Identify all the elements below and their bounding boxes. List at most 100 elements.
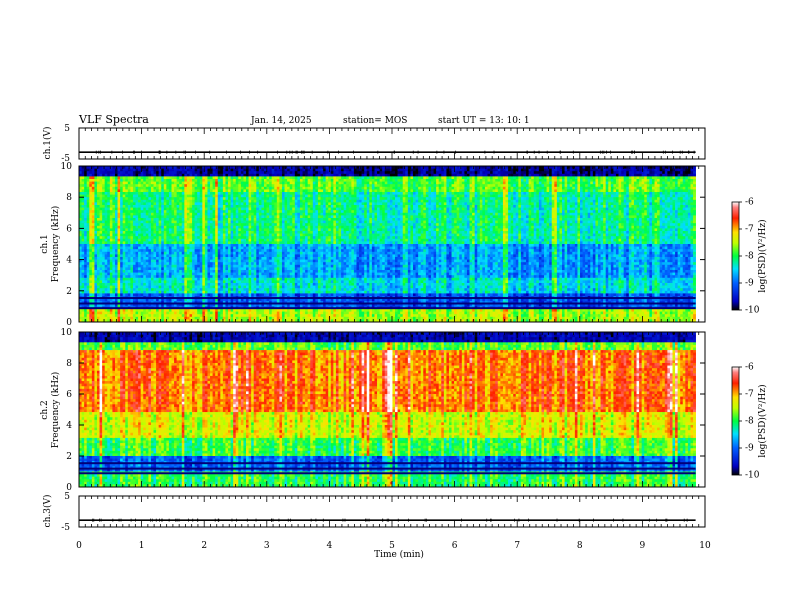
spectrogram-cell [665, 192, 668, 195]
spectrogram-cell [136, 174, 139, 177]
spectrogram-cell [133, 218, 136, 221]
spectrogram-cell [428, 176, 431, 179]
spectrogram-cell [141, 197, 144, 200]
spectrogram-cell [490, 195, 493, 198]
spectrogram-cell [631, 205, 634, 208]
spectrogram-cell [164, 197, 167, 200]
spectrogram-cell [549, 210, 552, 213]
spectrogram-cell [662, 200, 665, 203]
spectrogram-cell [418, 184, 421, 187]
spectrogram-cell [598, 171, 601, 174]
spectrogram-cell [567, 205, 570, 208]
spectrogram-cell [349, 213, 352, 216]
spectrogram-cell [480, 205, 483, 208]
spectrogram-cell [421, 200, 424, 203]
spectrogram-cell [97, 189, 100, 192]
spectrogram-cell [105, 184, 108, 187]
spectrogram-cell [554, 205, 557, 208]
spectrogram-cell [369, 179, 372, 182]
spectrogram-cell [660, 195, 663, 198]
spectrogram-cell [261, 179, 264, 182]
spectrogram-cell [434, 197, 437, 200]
spectrogram-cell [349, 210, 352, 213]
spectrogram-cell [439, 187, 442, 190]
spectrogram-cell [464, 210, 467, 213]
spectrogram-cell [547, 192, 550, 195]
spectrogram-cell [305, 202, 308, 205]
spectrogram-cell [657, 174, 660, 177]
spectrogram-cell [136, 218, 139, 221]
spectrogram-cell [225, 215, 228, 218]
spectrogram-cell [595, 195, 598, 198]
spectrogram-cell [405, 176, 408, 179]
spectrogram-cell [84, 169, 87, 172]
spectrogram-cell [362, 187, 365, 190]
spectrogram-cell [321, 176, 324, 179]
spectrogram-cell [619, 171, 622, 174]
spectrogram-cell [583, 174, 586, 177]
spectrogram-cell [136, 171, 139, 174]
spectrogram-cell [105, 205, 108, 208]
spectrogram-cell [112, 202, 115, 205]
spectrogram-cell [601, 210, 604, 213]
spectrogram-cell [431, 171, 434, 174]
spectrogram-cell [549, 197, 552, 200]
spectrogram-cell [156, 215, 159, 218]
spectrogram-cell [300, 192, 303, 195]
spectrogram-cell [182, 205, 185, 208]
spectrogram-cell [444, 184, 447, 187]
spectrogram-cell [125, 208, 128, 211]
spectrogram-cell [690, 171, 693, 174]
spectrogram-cell [241, 171, 244, 174]
spectrogram-cell [536, 202, 539, 205]
spectrogram-cell [500, 179, 503, 182]
spectrogram-cell [102, 184, 105, 187]
spectrogram-cell [310, 187, 313, 190]
spectrogram-cell [598, 184, 601, 187]
spectrogram-cell [236, 213, 239, 216]
spectrogram-cell [251, 213, 254, 216]
spectrogram-cell [385, 200, 388, 203]
spectrogram-cell [105, 202, 108, 205]
spectrogram-cell [336, 210, 339, 213]
spectrogram-cell [421, 176, 424, 179]
spectrogram-cell [308, 192, 311, 195]
spectrogram-cell [236, 195, 239, 198]
spectrogram-cell [649, 197, 652, 200]
spectrogram-cell [123, 179, 126, 182]
spectrogram-cell [136, 179, 139, 182]
spectrogram-cell [264, 182, 267, 185]
spectrogram-cell [359, 184, 362, 187]
spectrogram-cell [354, 215, 357, 218]
spectrogram-cell [228, 215, 231, 218]
spectrogram-cell [428, 171, 431, 174]
spectrogram-cell [526, 202, 529, 205]
spectrogram-cell [488, 200, 491, 203]
spectrogram-cell [202, 171, 205, 174]
spectrogram-cell [141, 200, 144, 203]
spectrogram-cell [541, 192, 544, 195]
spectrogram-cell [685, 202, 688, 205]
spectrogram-cell [305, 195, 308, 198]
spectrogram-cell [300, 202, 303, 205]
spectrogram-cell [315, 197, 318, 200]
spectrogram-cell [408, 202, 411, 205]
spectrogram-cell [503, 169, 506, 172]
spectrogram-cell [611, 215, 614, 218]
spectrogram-cell [598, 200, 601, 203]
spectrogram-cell [500, 182, 503, 185]
spectrogram-cell [189, 192, 192, 195]
spectrogram-cell [87, 202, 90, 205]
spectrogram-cell [200, 192, 203, 195]
spectrogram-cell [678, 184, 681, 187]
spectrogram-cell [652, 205, 655, 208]
spectrogram-cell [269, 169, 272, 172]
spectrogram-cell [261, 189, 264, 192]
spectrogram-cell [390, 195, 393, 198]
spectrogram-cell [583, 210, 586, 213]
spectrogram-cell [660, 171, 663, 174]
spectrogram-cell [166, 218, 169, 221]
spectrogram-cell [580, 205, 583, 208]
spectrogram-cell [218, 202, 221, 205]
spectrogram-cell [277, 213, 280, 216]
